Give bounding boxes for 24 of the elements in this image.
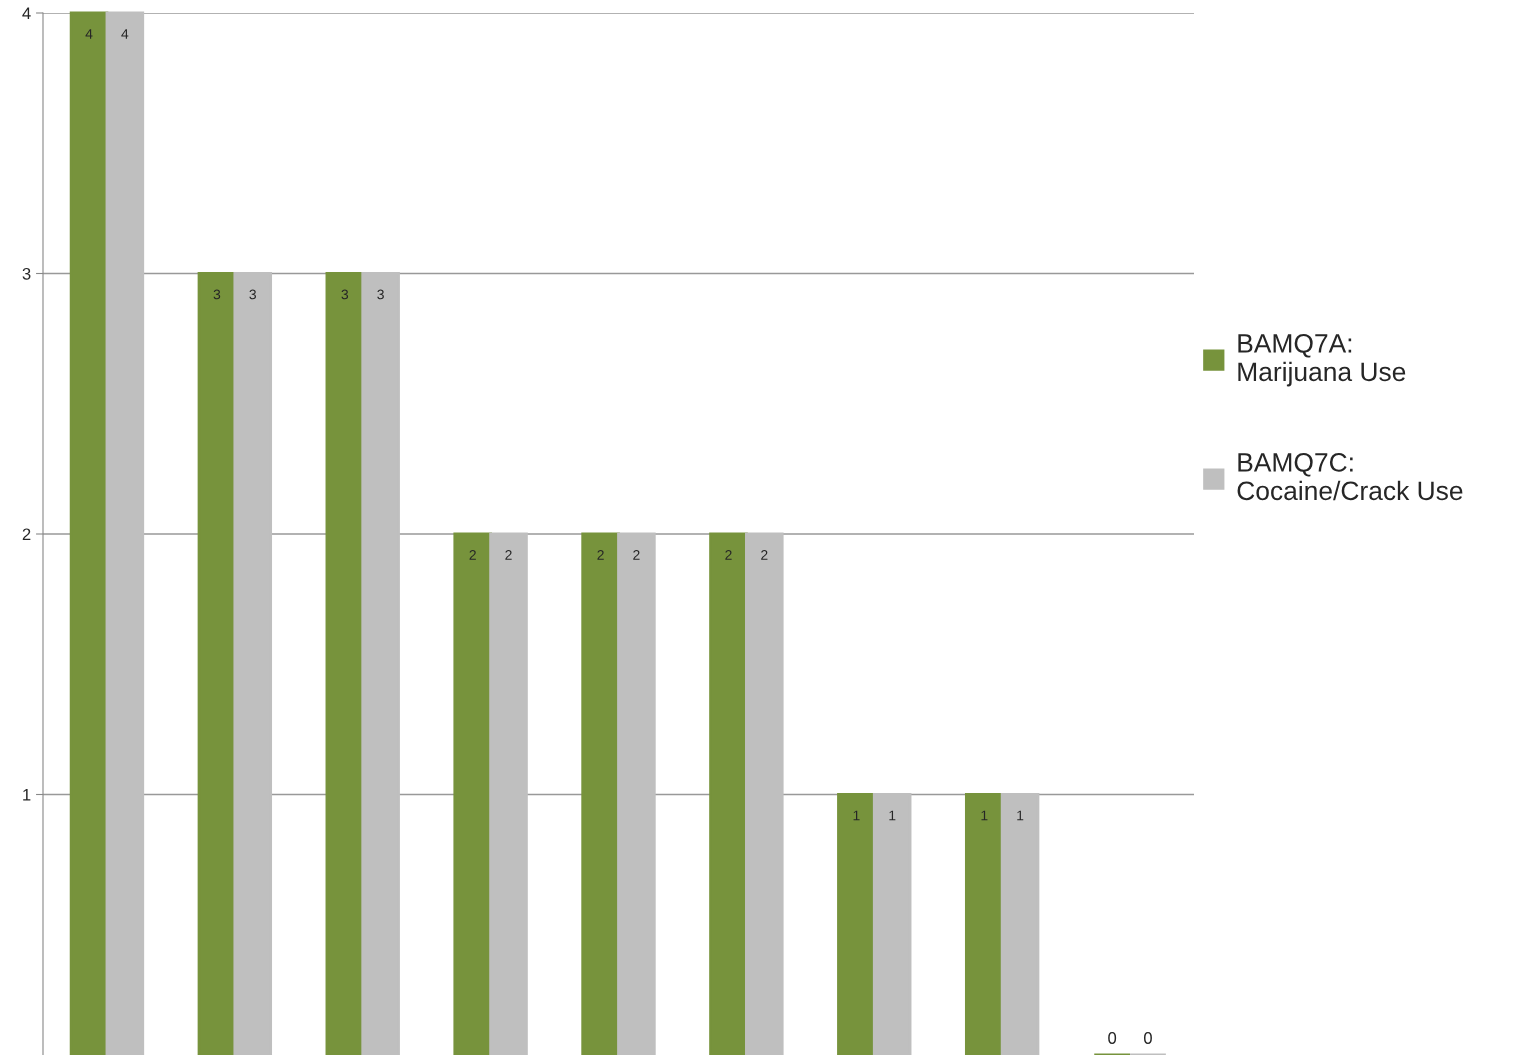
data-label: 4 (121, 29, 129, 39)
data-label: 2 (505, 550, 512, 560)
data-label: 1 (981, 810, 988, 821)
data-label: 2 (469, 550, 476, 560)
data-label: 3 (213, 289, 221, 300)
y-tick-label: 1 (23, 789, 31, 801)
y-tick-label: 2 (22, 528, 31, 541)
legend-label: BAMQ7A: Marijuana Use (1238, 334, 1406, 387)
data-label: 2 (597, 550, 604, 560)
data-label: 3 (249, 289, 256, 300)
data-label: 3 (377, 289, 384, 300)
data-label: 0 (1143, 1032, 1152, 1044)
data-label: 2 (725, 550, 732, 560)
data-label: 1 (889, 810, 896, 821)
data-label: 0 (1108, 1032, 1117, 1044)
data-label: 2 (761, 550, 768, 560)
data-label: 1 (1017, 810, 1024, 821)
data-label: 4 (85, 29, 93, 39)
y-tick-label: 4 (22, 7, 31, 20)
data-label: 1 (853, 810, 860, 821)
legend-label: BAMQ7C: Cocaine/Crack Use (1237, 453, 1463, 501)
data-label: 3 (341, 289, 349, 300)
y-tick-label: 3 (22, 267, 31, 280)
data-label: 2 (633, 550, 640, 560)
